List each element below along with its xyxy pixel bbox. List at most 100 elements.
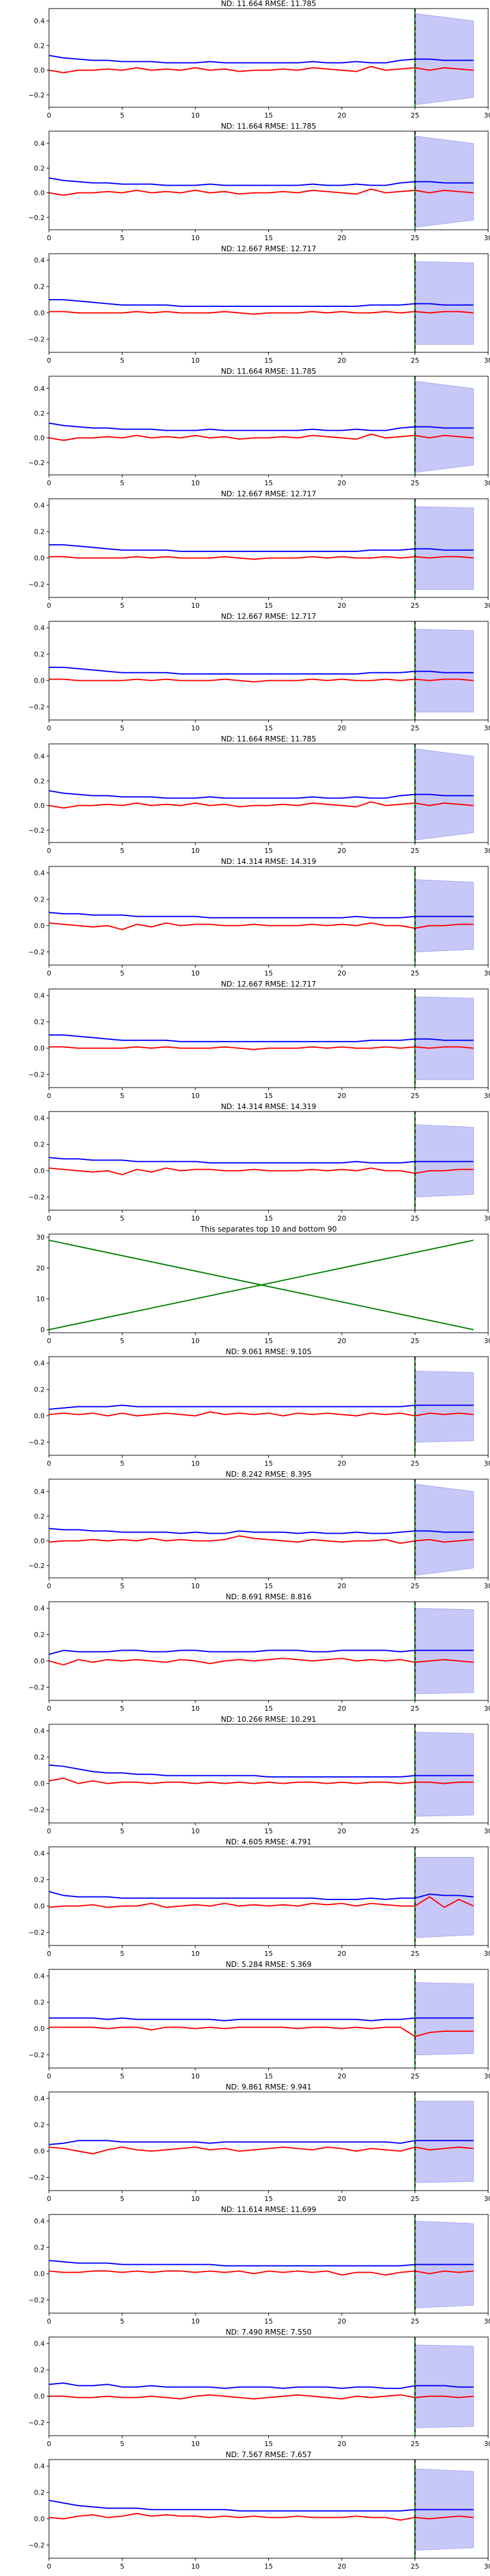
series-line-2	[49, 1046, 474, 1050]
prediction-band	[415, 1124, 474, 1197]
x-tick-label: 0	[47, 1582, 51, 1590]
y-tick-label: 0.4	[34, 1115, 45, 1123]
y-tick-label: 0.4	[34, 869, 45, 877]
x-tick-label: 0	[47, 1950, 51, 1958]
x-tick-label: 5	[120, 2317, 124, 2325]
chart-panel-9: ND: 12.667 RMSE: 12.717 0 5 10 15 20 25 30 −0.2 0…	[0, 980, 490, 1103]
x-tick-label: 25	[411, 602, 420, 610]
x-tick-label: 5	[120, 724, 124, 732]
series-line-2	[48, 66, 474, 74]
chart-title: ND: 14.314 RMSE: 14.319	[221, 1103, 317, 1111]
x-tick-label: 15	[265, 1705, 273, 1713]
y-tick-label: 0.0	[34, 2393, 45, 2401]
prediction-band	[415, 879, 474, 952]
series-line-2	[49, 556, 474, 560]
prediction-band	[415, 1982, 474, 2055]
chart-panel-13: ND: 8.242 RMSE: 8.395 0 5 10 15 20 25 30 −0.2 0.0…	[0, 1470, 490, 1593]
x-tick-label: 20	[337, 112, 346, 119]
y-tick-label: −0.2	[28, 2174, 45, 2182]
x-tick-label: 0	[47, 1827, 51, 1835]
y-tick-label: 0.0	[34, 1780, 45, 1788]
x-tick-label: 25	[411, 2440, 420, 2448]
x-tick-label: 30	[484, 969, 490, 977]
y-tick-label: 0.0	[34, 2270, 45, 2278]
chart-svg: ND: 12.667 RMSE: 12.717 0 5 10 15 20 25 30 −0.2 0…	[28, 490, 490, 610]
y-tick-label: −0.2	[28, 91, 45, 99]
x-tick-label: 10	[191, 847, 200, 855]
prediction-band	[415, 2101, 474, 2183]
y-tick-label: −0.2	[28, 214, 45, 222]
x-tick-label: 20	[337, 1582, 346, 1590]
y-tick-label: 0.2	[34, 1631, 45, 1639]
x-tick-label: 30	[484, 2440, 490, 2448]
x-tick-label: 10	[191, 357, 200, 365]
y-tick-label: −0.2	[28, 703, 45, 711]
x-tick-label: 25	[411, 1582, 420, 1590]
x-tick-label: 15	[265, 1950, 273, 1958]
chart-panel-11: This separates top 10 and bottom 90 0 5 10 1…	[0, 1225, 490, 1348]
y-tick-label: 0.2	[34, 1876, 45, 1884]
chart-svg: ND: 11.614 RMSE: 11.699 0 5 10 15 20 25 30 −0.2 0…	[28, 2205, 490, 2325]
x-tick-label: 15	[265, 724, 273, 732]
x-tick-label: 20	[337, 1705, 346, 1713]
chart-panel-1: ND: 11.664 RMSE: 11.785 0 5 10 15 20 25 30 −0.2 0…	[0, 0, 490, 123]
y-tick-label: 0.4	[34, 992, 45, 1000]
x-tick-label: 10	[191, 969, 200, 977]
y-tick-label: 0.2	[34, 164, 45, 172]
chart-panel-2: ND: 11.664 RMSE: 11.785 0 5 10 15 20 25 30 −0.2 0…	[0, 122, 490, 245]
chart-title: ND: 7.567 RMSE: 7.657	[225, 2451, 311, 2459]
y-tick-label: 0.4	[34, 17, 45, 25]
series-line-2	[48, 188, 474, 196]
y-tick-label: 0.4	[34, 2340, 45, 2348]
y-tick-label: 0.0	[34, 802, 45, 810]
series-line-1	[48, 1764, 474, 1778]
x-tick-label: 20	[337, 1460, 346, 1468]
chart-panel-6: ND: 12.667 RMSE: 12.717 0 5 10 15 20 25 30 −0.2 0…	[0, 612, 490, 735]
x-tick-label: 20	[337, 602, 346, 610]
x-tick-label: 10	[191, 724, 200, 732]
chart-svg: ND: 12.667 RMSE: 12.717 0 5 10 15 20 25 30 −0.2 0…	[28, 980, 490, 1100]
chart-panel-16: ND: 4.605 RMSE: 4.791 0 5 10 15 20 25 30 −0.2 0.0…	[0, 1838, 490, 1961]
x-tick-label: 30	[484, 1827, 490, 1835]
y-tick-label: 0.0	[34, 922, 45, 930]
x-tick-label: 10	[191, 1214, 200, 1222]
y-tick-label: 0.0	[34, 1657, 45, 1665]
x-tick-label: 15	[265, 2195, 273, 2203]
x-tick-label: 20	[337, 234, 346, 242]
y-tick-label: −0.2	[28, 1806, 45, 1814]
x-tick-label: 20	[337, 1337, 346, 1345]
y-tick-label: 0.2	[34, 2244, 45, 2252]
y-tick-label: 0.0	[34, 67, 45, 75]
x-tick-label: 0	[47, 1092, 51, 1100]
x-tick-label: 5	[120, 1337, 124, 1345]
y-tick-label: 0.4	[34, 257, 45, 265]
y-tick-label: 0.2	[34, 409, 45, 417]
x-tick-label: 10	[191, 1092, 200, 1100]
x-tick-label: 10	[191, 1582, 200, 1590]
series-line-2	[48, 1411, 474, 1417]
y-tick-label: 0.4	[34, 624, 45, 632]
series-line-2	[48, 922, 474, 931]
chart-svg: This separates top 10 and bottom 90 0 5 10 1…	[36, 1225, 490, 1345]
chart-title: ND: 12.667 RMSE: 12.717	[221, 613, 317, 621]
series-line-1	[49, 2017, 474, 2021]
y-tick-label: 0.0	[34, 2025, 45, 2033]
x-tick-label: 10	[191, 1827, 200, 1835]
y-tick-label: 0.4	[34, 140, 45, 148]
x-tick-label: 0	[47, 1705, 51, 1713]
chart-title: ND: 9.061 RMSE: 9.105	[225, 1348, 311, 1356]
y-tick-label: 0.4	[34, 385, 45, 393]
x-tick-label: 25	[411, 847, 420, 855]
x-tick-label: 10	[191, 1460, 200, 1468]
x-tick-label: 30	[484, 1582, 490, 1590]
x-tick-label: 30	[484, 1092, 490, 1100]
x-tick-label: 25	[411, 969, 420, 977]
x-tick-label: 25	[411, 1092, 420, 1100]
y-tick-label: 0	[40, 1326, 45, 1334]
x-tick-label: 5	[120, 357, 124, 365]
y-tick-label: −0.2	[28, 1071, 45, 1079]
x-tick-label: 0	[47, 602, 51, 610]
series-line-1	[48, 1404, 474, 1410]
x-tick-label: 0	[47, 479, 51, 487]
